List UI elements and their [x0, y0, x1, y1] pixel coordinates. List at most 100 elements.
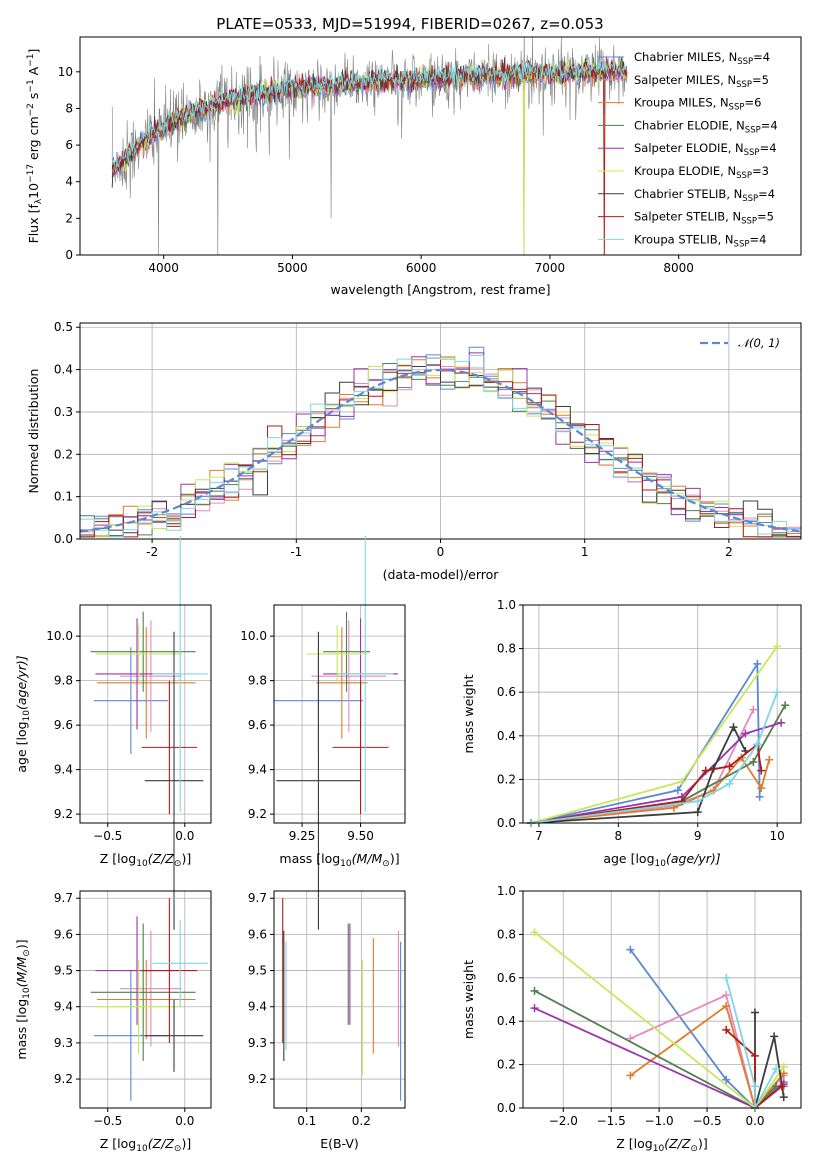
- legend-entry: 𝒩(0, 1): [738, 336, 780, 350]
- y-tick-label: 1.0: [497, 884, 516, 898]
- y-tick-label: 9.6: [248, 718, 267, 732]
- x-axis-label: Z [log10(Z/Z⊙)]: [100, 1136, 191, 1154]
- label-part: Chabrier MILES, N: [634, 50, 737, 64]
- weight-line: [725, 1029, 783, 1110]
- x-axis-label: Z [log10(Z/Z⊙)]: [616, 1136, 707, 1154]
- weight-point-marker: [779, 1062, 788, 1071]
- x-tick-label: −0.5: [93, 1114, 122, 1128]
- legend-entry: Salpeter MILES, NSSP=5: [634, 73, 769, 90]
- weight-point-marker: [750, 1008, 759, 1017]
- y-tick-label: 0.3: [54, 405, 73, 419]
- y-tick-label: 0.5: [54, 320, 73, 334]
- legend-entry: Salpeter STELIB, NSSP=5: [634, 210, 774, 227]
- x-axis-label: Z [log10(Z/Z⊙)]: [100, 851, 191, 869]
- x-tick-label: 8: [614, 829, 622, 843]
- mass-vs-Z-panel: −0.5 0.09.29.39.49.59.69.7Z [log10(Z/Z⊙)]…: [14, 890, 212, 1154]
- x-tick-label: 7: [535, 829, 543, 843]
- label-part: =4: [758, 187, 775, 201]
- weight-point-marker: [750, 1051, 759, 1060]
- y-tick-label: 9.2: [248, 1072, 267, 1086]
- x-tick-label: 2: [725, 545, 733, 559]
- label-part: SSP: [744, 148, 760, 158]
- label-part: Kroupa STELIB, N: [634, 232, 734, 246]
- errorbar-point: [141, 898, 198, 1043]
- legend-entry: Salpeter ELODIE, NSSP=4: [634, 141, 777, 158]
- y-axis-label: mass [log10(M/M⊙)]: [14, 939, 32, 1059]
- label-part: SSP: [734, 239, 750, 249]
- label-part: erg cm: [26, 116, 41, 164]
- weight-point-marker: [530, 986, 539, 995]
- weight-series: [526, 659, 764, 827]
- label-part: Kroupa ELODIE, N: [634, 164, 736, 178]
- label-part: )]: [181, 1136, 191, 1151]
- label-part: (M/M: [14, 957, 29, 988]
- spectrum-panel: PLATE=0533, MJD=51994, FIBERID=0267, z=0…: [26, 15, 802, 297]
- x-tick-label: 4000: [148, 261, 179, 275]
- y-tick-label: 2: [65, 211, 73, 225]
- x-tick-label: 5000: [277, 261, 308, 275]
- label-part: Flux [f: [26, 204, 41, 244]
- y-tick-label: 9.2: [248, 807, 267, 821]
- figure-title: PLATE=0533, MJD=51994, FIBERID=0267, z=0…: [216, 15, 603, 33]
- x-tick-label: 1: [581, 545, 589, 559]
- y-axis-label: mass weight: [461, 960, 476, 1039]
- weight-series: [530, 986, 781, 1112]
- label-part: Z [log: [100, 851, 136, 866]
- weight-point-marker: [701, 766, 710, 775]
- weight-point-marker: [765, 755, 774, 764]
- label-part: 10: [136, 1144, 148, 1154]
- x-tick-label: 9.50: [347, 829, 374, 843]
- errorbar-point: [141, 680, 198, 815]
- y-tick-label: 10: [58, 65, 73, 79]
- label-part: Kroupa MILES, N: [634, 96, 729, 110]
- errorbar-point: [90, 923, 196, 1061]
- weight-point-marker: [750, 1082, 759, 1091]
- label-part: SSP: [745, 125, 761, 135]
- y-tick-label: 9.2: [54, 807, 73, 821]
- label-part: 10: [22, 710, 32, 722]
- label-part: mass [log: [279, 851, 340, 866]
- x-tick-label: −0.5: [692, 1114, 721, 1128]
- x-axis-label: mass [log10(M/M⊙)]: [279, 851, 399, 869]
- y-tick-label: 9.8: [54, 674, 73, 688]
- errorbar-point: [96, 959, 196, 1040]
- weight-point-marker: [773, 642, 782, 651]
- y-tick-label: 9.7: [248, 891, 267, 905]
- weight-point-marker: [770, 1032, 779, 1041]
- label-part: =4: [761, 118, 778, 132]
- errorbar-point: [93, 647, 168, 755]
- y-tick-label: 0.6: [497, 971, 516, 985]
- y-tick-label: 0.2: [497, 1058, 516, 1072]
- x-tick-label: 0.0: [175, 829, 194, 843]
- label-part: (age/yr)]: [14, 655, 29, 710]
- y-tick-label: 9.4: [54, 763, 73, 777]
- weight-point-marker: [757, 784, 766, 793]
- weight-line: [530, 742, 763, 824]
- weight-point-marker: [530, 1004, 539, 1013]
- errorbar-point: [306, 625, 368, 683]
- weight-point-marker: [722, 1025, 731, 1034]
- y-tick-label: 0.8: [497, 927, 516, 941]
- errorbar-point: [120, 930, 182, 1047]
- x-tick-label: 10: [770, 829, 785, 843]
- label-part: age [log: [14, 721, 29, 772]
- label-part: =3: [752, 164, 769, 178]
- weight-point-marker: [772, 1064, 781, 1073]
- errorbar-point: [311, 620, 387, 732]
- label-part: ⊙: [174, 859, 182, 869]
- label-part: SSP: [736, 80, 752, 90]
- label-part: (Z/Z: [148, 1136, 175, 1151]
- label-part: =4: [753, 50, 770, 64]
- normal-curve: [80, 368, 801, 533]
- label-part: )]: [14, 939, 29, 949]
- x-tick-label: 9: [694, 829, 702, 843]
- weight-point-marker: [725, 762, 734, 771]
- label-part: Salpeter MILES, N: [634, 73, 736, 87]
- weight-point-marker: [773, 688, 782, 697]
- label-part: ⊙: [22, 949, 32, 957]
- label-part: 10: [26, 183, 41, 199]
- weight-point-marker: [777, 1082, 786, 1091]
- legend-entry: Chabrier MILES, NSSP=4: [634, 50, 770, 67]
- label-part: ⊙: [174, 1144, 182, 1154]
